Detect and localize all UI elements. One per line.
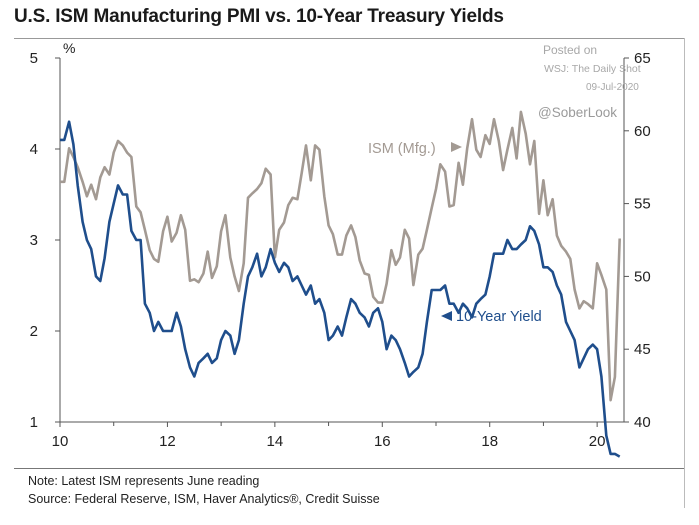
footnote: Note: Latest ISM represents June reading — [28, 474, 260, 488]
watermark-date: 09-Jul-2020 — [586, 82, 639, 93]
left-tick-label: 5 — [30, 50, 38, 67]
footer-rule — [14, 468, 684, 469]
yield-series-label: 10-Year Yield — [456, 309, 542, 325]
right-tick-label: 45 — [634, 341, 651, 358]
x-tick-label: 18 — [481, 433, 498, 450]
series-group — [60, 110, 621, 458]
left-tick-label: 4 — [30, 141, 38, 158]
ism-series-label: ISM (Mfg.) — [368, 141, 436, 157]
right-tick-label: 40 — [634, 414, 651, 431]
source-note: Source: Federal Reserve, ISM, Haver Anal… — [28, 492, 380, 506]
ism-series-line — [60, 110, 621, 402]
ism-label-arrow — [451, 142, 462, 152]
left-tick-label: 2 — [30, 323, 38, 340]
right-tick-label: 60 — [634, 123, 651, 140]
x-tick-label: 20 — [589, 433, 606, 450]
chart-title: U.S. ISM Manufacturing PMI vs. 10-Year T… — [14, 6, 504, 27]
yield-series-line — [60, 120, 621, 458]
x-tick-label: 16 — [374, 433, 391, 450]
left-tick-label: 3 — [30, 232, 38, 249]
frame-right-edge — [684, 38, 685, 508]
right-tick-label: 50 — [634, 268, 651, 285]
right-tick-label: 55 — [634, 196, 651, 213]
x-tick-label: 14 — [267, 433, 284, 450]
labels-group: ISM (Mfg.) 10-Year Yield — [368, 141, 542, 325]
watermark-posted: Posted on — [543, 43, 598, 57]
x-tick-label: 10 — [52, 433, 69, 450]
yield-label-arrow — [441, 311, 452, 321]
left-axis-unit: % — [63, 40, 75, 56]
watermark-handle: @SoberLook — [538, 105, 618, 120]
x-tick-label: 12 — [159, 433, 176, 450]
title-rule — [14, 38, 684, 39]
watermark-outlet: WSJ: The Daily Shot — [544, 63, 641, 75]
right-tick-label: 65 — [634, 50, 651, 67]
left-tick-label: 1 — [30, 414, 38, 431]
